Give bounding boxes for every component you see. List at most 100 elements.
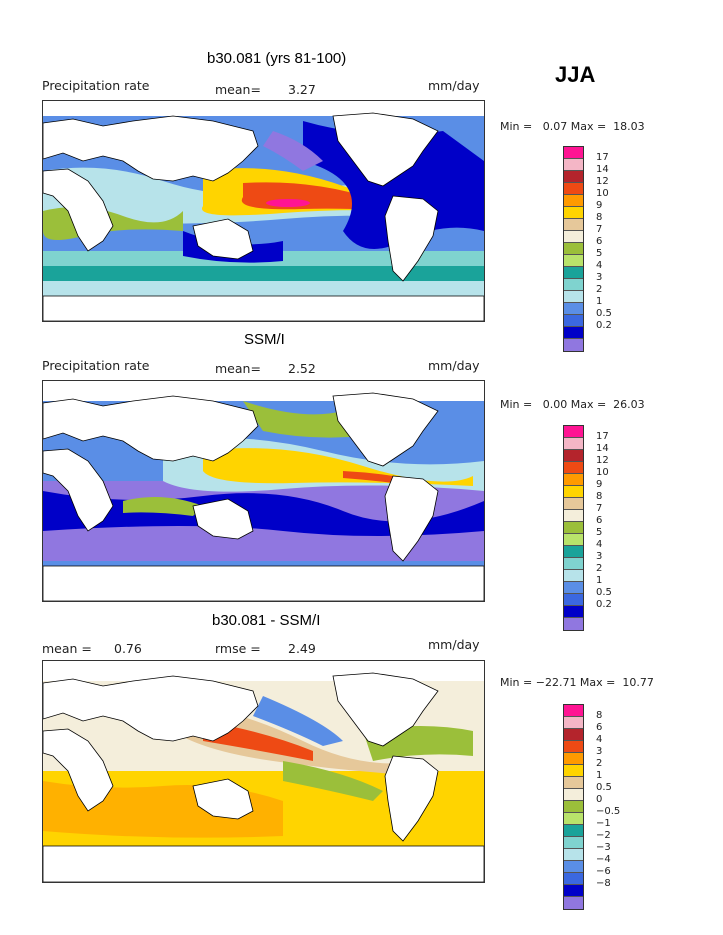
colorbar-swatch — [564, 825, 583, 837]
colorbar-tick-label: 5 — [596, 527, 603, 538]
colorbar-swatch — [564, 789, 583, 801]
colorbar-swatch — [564, 147, 583, 159]
colorbar-swatch — [564, 486, 583, 498]
colorbar-swatch — [564, 207, 583, 219]
colorbar-tick-label: 0.2 — [596, 320, 612, 331]
panel3-minmax: Min = −22.71 Max = 10.77 — [500, 676, 654, 689]
panel3-map — [42, 660, 485, 883]
colorbar-tick-label: 0 — [596, 794, 603, 805]
panel3-rmse-label: rmse = — [215, 641, 261, 656]
colorbar-swatch — [564, 606, 583, 618]
colorbar-swatch — [564, 801, 583, 813]
panel3-colorbar-ticks: 8 6 4 3 2 1 0.5 0 −0.5 −1 −2 −3 −4 −6 −8 — [596, 710, 620, 890]
colorbar-tick-label: 9 — [596, 200, 603, 211]
colorbar-tick-label: 14 — [596, 443, 609, 454]
colorbar-tick-label: −3 — [596, 842, 611, 853]
season-label: JJA — [555, 62, 596, 87]
panel1-mean-value: 3.27 — [288, 82, 316, 97]
colorbar-swatch — [564, 291, 583, 303]
colorbar-swatch — [564, 498, 583, 510]
colorbar-swatch — [564, 897, 583, 909]
colorbar-tick-label: −1 — [596, 818, 611, 829]
colorbar-tick-label: 1 — [596, 770, 603, 781]
colorbar-swatch — [564, 267, 583, 279]
colorbar-tick-label: 1 — [596, 296, 603, 307]
colorbar-swatch — [564, 558, 583, 570]
panel2-minmax: Min = 0.00 Max = 26.03 — [500, 398, 645, 411]
colorbar-swatch — [564, 159, 583, 171]
panel3-rmse-value: 2.49 — [288, 641, 316, 656]
colorbar-swatch — [564, 315, 583, 327]
colorbar-swatch — [564, 570, 583, 582]
colorbar-tick-label: 14 — [596, 164, 609, 175]
panel2-mean-label: mean= — [215, 361, 261, 376]
colorbar-swatch — [564, 849, 583, 861]
colorbar-swatch — [564, 594, 583, 606]
colorbar-tick-label: 7 — [596, 224, 603, 235]
colorbar-tick-label: 0.5 — [596, 308, 612, 319]
colorbar-tick-label: 8 — [596, 710, 603, 721]
panel1-minmax: Min = 0.07 Max = 18.03 — [500, 120, 645, 133]
panel1-field-label: Precipitation rate — [42, 78, 150, 93]
colorbar-tick-label: 4 — [596, 539, 603, 550]
colorbar-swatch — [564, 474, 583, 486]
colorbar-swatch — [564, 546, 583, 558]
colorbar-swatch — [564, 255, 583, 267]
colorbar-swatch — [564, 243, 583, 255]
panel2-mean-value: 2.52 — [288, 361, 316, 376]
panel2-map — [42, 380, 485, 602]
colorbar-tick-label: 12 — [596, 176, 609, 187]
colorbar-swatch — [564, 534, 583, 546]
colorbar-tick-label: 6 — [596, 515, 603, 526]
colorbar-tick-label: 17 — [596, 152, 609, 163]
colorbar-tick-label: 10 — [596, 467, 609, 478]
colorbar-swatch — [564, 183, 583, 195]
colorbar-swatch — [564, 717, 583, 729]
colorbar-swatch — [564, 279, 583, 291]
colorbar-tick-label: −8 — [596, 878, 611, 889]
panel1-colorbar — [563, 146, 584, 352]
panel3-mean-value: 0.76 — [114, 641, 142, 656]
colorbar-swatch — [564, 582, 583, 594]
panel3-colorbar — [563, 704, 584, 910]
colorbar-tick-label: 0.2 — [596, 599, 612, 610]
colorbar-tick-label: −0.5 — [596, 806, 621, 817]
colorbar-swatch — [564, 729, 583, 741]
colorbar-tick-label: 6 — [596, 722, 603, 733]
colorbar-tick-label: 0.5 — [596, 587, 612, 598]
panel3-title: b30.081 - SSM/I — [212, 612, 321, 629]
colorbar-tick-label: −2 — [596, 830, 611, 841]
colorbar-swatch — [564, 522, 583, 534]
panel1-map — [42, 100, 485, 322]
panel2-title: SSM/I — [244, 331, 285, 348]
colorbar-tick-label: 0.5 — [596, 782, 612, 793]
colorbar-swatch — [564, 741, 583, 753]
colorbar-swatch — [564, 618, 583, 630]
colorbar-tick-label: 12 — [596, 455, 609, 466]
panel2-field-label: Precipitation rate — [42, 358, 150, 373]
colorbar-swatch — [564, 705, 583, 717]
panel3-units: mm/day — [428, 637, 480, 652]
colorbar-swatch — [564, 438, 583, 450]
colorbar-swatch — [564, 753, 583, 765]
colorbar-tick-label: 8 — [596, 491, 603, 502]
colorbar-tick-label: 17 — [596, 431, 609, 442]
panel1-title: b30.081 (yrs 81-100) — [207, 50, 347, 67]
panel2-colorbar — [563, 425, 584, 631]
colorbar-swatch — [564, 450, 583, 462]
panel3-mean-label: mean = — [42, 641, 92, 656]
colorbar-swatch — [564, 873, 583, 885]
colorbar-tick-label: −4 — [596, 854, 611, 865]
colorbar-swatch — [564, 426, 583, 438]
colorbar-tick-label: 8 — [596, 212, 603, 223]
panel2-colorbar-ticks: 17 14 12 10 9 8 7 6 5 4 3 2 1 0.5 0.2 — [596, 431, 612, 611]
colorbar-tick-label: 10 — [596, 188, 609, 199]
colorbar-tick-label: 1 — [596, 575, 603, 586]
colorbar-swatch — [564, 765, 583, 777]
colorbar-swatch — [564, 327, 583, 339]
colorbar-swatch — [564, 339, 583, 351]
colorbar-tick-label: 2 — [596, 563, 603, 574]
colorbar-tick-label: 2 — [596, 284, 603, 295]
colorbar-tick-label: 7 — [596, 503, 603, 514]
colorbar-swatch — [564, 861, 583, 873]
